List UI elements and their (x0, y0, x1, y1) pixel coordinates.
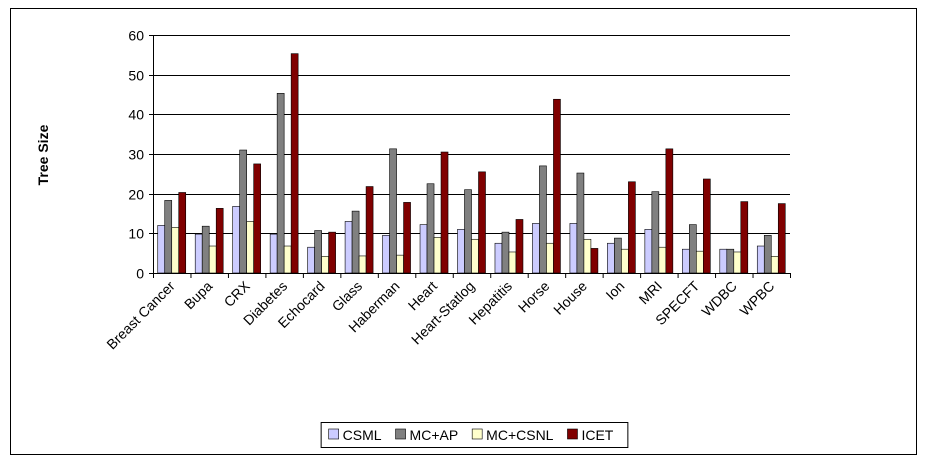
bar (433, 237, 442, 274)
bar (740, 201, 749, 274)
bar (307, 246, 315, 274)
bar (321, 256, 329, 274)
bar (546, 242, 554, 274)
bar (314, 230, 322, 274)
bar (689, 224, 697, 274)
y-tick-label: 40 (128, 107, 144, 123)
bar (590, 248, 599, 274)
bar (382, 235, 390, 274)
legend-label: MC+AP (410, 427, 459, 443)
legend-swatch (567, 428, 578, 440)
bar (365, 186, 374, 274)
bar (283, 245, 292, 274)
bar (532, 223, 540, 274)
bar (628, 181, 636, 274)
bar (178, 192, 187, 274)
bar (682, 248, 690, 274)
bar (396, 254, 404, 274)
bar (290, 53, 299, 274)
bar (276, 93, 285, 274)
y-tick-label: 50 (128, 68, 144, 84)
legend-label: ICET (581, 427, 613, 443)
bar (457, 229, 465, 274)
bar (344, 221, 353, 274)
y-axis-title: Tree Size (35, 124, 51, 185)
y-tick-label: 10 (128, 226, 144, 242)
bar (426, 183, 435, 274)
bar (164, 200, 173, 274)
bar (515, 219, 524, 274)
bar (614, 237, 622, 274)
bar (328, 231, 336, 274)
bar (621, 248, 629, 274)
bar (403, 202, 411, 274)
bar (215, 208, 224, 274)
bar (269, 233, 278, 274)
legend-swatch (471, 428, 483, 440)
y-tick-label: 60 (128, 28, 144, 44)
bar (419, 224, 428, 274)
bar (777, 203, 786, 274)
bar (658, 246, 667, 274)
bar (770, 256, 779, 274)
bar (726, 248, 735, 274)
bar (508, 251, 517, 274)
bar (194, 233, 203, 274)
y-tick-label: 20 (128, 187, 144, 203)
bar (576, 172, 585, 274)
bar (208, 245, 217, 274)
bar (494, 242, 503, 274)
bar (358, 255, 367, 274)
bar (733, 251, 742, 274)
bar (253, 163, 261, 274)
legend: CSML MC+AP MC+CSNL ICET (320, 422, 629, 448)
bar (389, 148, 397, 274)
bar (464, 189, 472, 274)
legend-swatch (328, 428, 339, 440)
bar (719, 248, 728, 274)
bar (157, 225, 166, 274)
bar (696, 250, 704, 274)
bar (763, 235, 772, 274)
bar (501, 231, 510, 274)
bar (665, 148, 674, 274)
legend-label: MC+CSNL (486, 427, 554, 443)
y-tick-label: 0 (136, 266, 144, 282)
bar (171, 227, 180, 274)
bar (756, 245, 765, 274)
bar (201, 225, 210, 274)
bar (569, 223, 578, 274)
bar (351, 210, 360, 274)
bar (440, 151, 449, 274)
bar (607, 242, 615, 274)
y-tick-label: 30 (128, 147, 144, 163)
bar (471, 238, 479, 274)
bar (539, 165, 547, 274)
bar (553, 98, 561, 274)
legend-swatch (395, 428, 406, 440)
bar (644, 229, 653, 274)
bar (478, 171, 486, 274)
bar (246, 221, 254, 274)
bar (651, 191, 660, 274)
bar (239, 149, 247, 274)
legend-label: CSML (343, 427, 382, 443)
bar (232, 206, 240, 274)
bar (583, 238, 592, 274)
bar (703, 178, 711, 274)
